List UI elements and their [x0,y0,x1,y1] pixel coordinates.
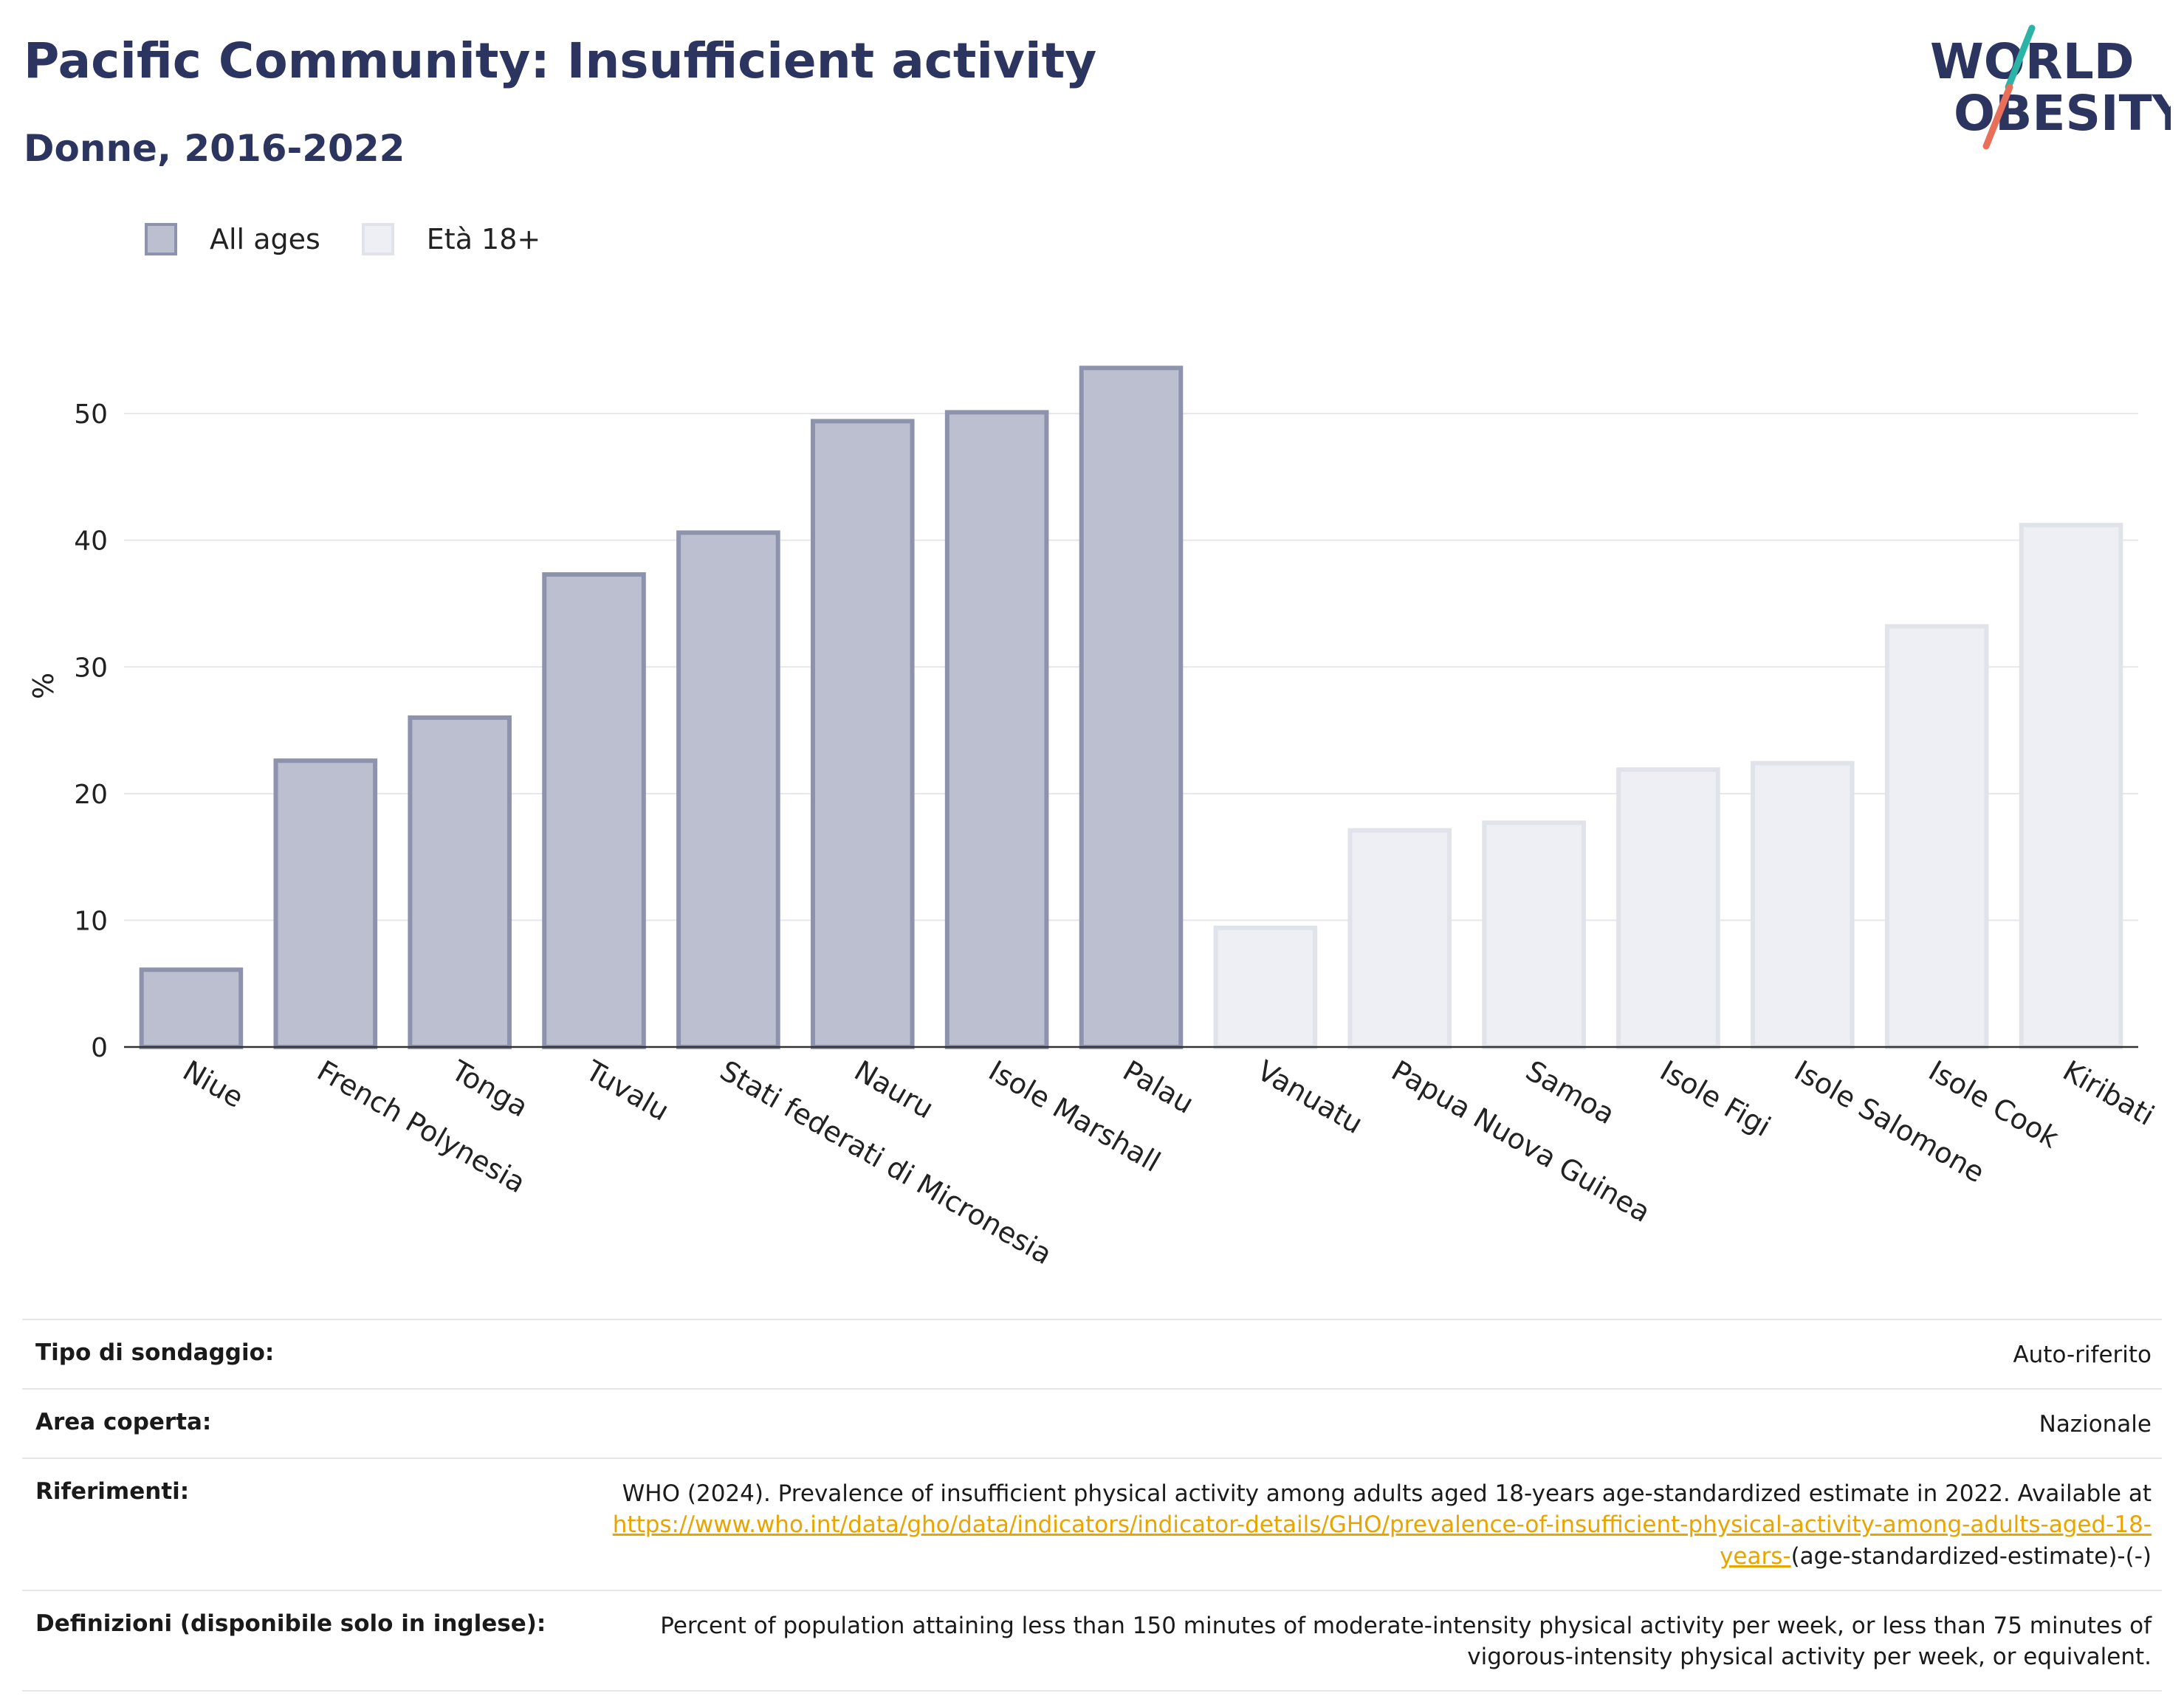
bar-all_ages[interactable]: Stati federati di Micronesia: 40.6 [676,530,780,1049]
info-value: Nazionale [2039,1411,2152,1438]
chart-title: Pacific Community: Insufficient activity [24,32,1097,89]
info-row-definitions: Definizioni (disponibile solo in inglese… [22,1589,2162,1692]
x-tick-label: Samoa [1520,1054,1620,1131]
legend-item-all-ages[interactable]: All ages [145,223,320,255]
x-tick-label: Palau [1118,1054,1200,1120]
bar-all_ages[interactable]: French Polynesia: 22.6 [273,758,378,1049]
legend-label-age18: Età 18+ [426,223,541,255]
bar-all_ages[interactable]: Tonga: 26 [408,715,512,1049]
bar-age18[interactable]: Papua Nuova Guinea: 17.1 [1347,828,1452,1049]
x-tick-label: Niue [177,1054,249,1114]
bar-age18[interactable]: Isole Salomone: 22.4 [1751,761,1855,1049]
x-tick-label: Vanuatu [1251,1054,1368,1140]
x-tick-label: Nauru [849,1054,939,1125]
y-axis-label: % [27,673,60,699]
chart-subtitle: Donne, 2016-2022 [24,127,405,170]
bar-all_ages[interactable]: Palau: 53.6 [1079,365,1184,1049]
reference-text: WHO (2024). Prevalence of insufficient p… [622,1480,2152,1508]
reference-suffix: (age-standardized-estimate)-(-) [1790,1542,2152,1570]
bar-age18[interactable]: Isole Cook: 33.2 [1884,624,1989,1049]
logo-line2: OBESITY [1954,85,2171,142]
bar-all_ages[interactable]: Niue: 6.1 [139,967,244,1050]
info-row-references: Riferimenti: WHO (2024). Prevalence of i… [22,1458,2162,1589]
x-tick-label: Kiribati [2058,1054,2160,1132]
world-obesity-logo: WORLD OBESITY [1930,24,2171,150]
logo-line1: WORLD [1930,33,2135,90]
info-value: WHO (2024). Prevalence of insufficient p… [571,1478,2152,1571]
reference-link[interactable]: https://www.who.int/data/gho/data/indica… [612,1511,2152,1570]
bar-age18[interactable]: Kiribati: 41.2 [2019,523,2123,1049]
y-tick-label: 30 [74,653,108,683]
info-row-area: Area coperta: Nazionale [22,1388,2162,1458]
info-key: Area coperta: [35,1409,212,1436]
info-key: Riferimenti: [35,1478,190,1506]
info-table: Tipo di sondaggio: Auto-riferito Area co… [22,1319,2162,1692]
info-key: Definizioni (disponibile solo in inglese… [35,1610,546,1637]
legend-swatch-all-ages [145,223,177,255]
info-row-survey-type: Tipo di sondaggio: Auto-riferito [22,1319,2162,1388]
y-tick-label: 20 [74,780,108,810]
y-tick-label: 10 [74,906,108,936]
legend-swatch-age18 [361,223,394,255]
bar-all_ages[interactable]: Nauru: 49.4 [810,419,915,1049]
logo-slash-teal [2005,24,2036,91]
info-value: Auto-riferito [2013,1342,2152,1368]
info-key: Tipo di sondaggio: [35,1339,275,1366]
legend-item-age18[interactable]: Età 18+ [361,223,541,255]
bar-all_ages[interactable]: Isole Marshall: 50.1 [944,410,1049,1050]
bar-age18[interactable]: Samoa: 17.7 [1482,820,1586,1049]
bar-age18[interactable]: Isole Figi: 21.9 [1616,767,1720,1050]
bar-all_ages[interactable]: Tuvalu: 37.3 [542,572,646,1050]
bar-age18[interactable]: Vanuatu: 9.4 [1213,925,1318,1049]
info-value: Percent of population attaining less tha… [660,1612,2152,1670]
x-tick-label: Tonga [445,1054,533,1123]
legend-label-all-ages: All ages [210,223,320,255]
y-tick-label: 50 [74,399,108,430]
chart-legend: All ages Età 18+ [145,219,582,260]
bar-chart: 0 10 20 30 40 50% Niue: 6.1 French Polynesia: 2… [27,365,2160,1271]
logo-slash-coral [1982,83,2013,150]
y-tick-label: 40 [74,526,108,557]
x-tick-label: Tuvalu [580,1054,674,1127]
y-tick-label: 0 [91,1033,108,1063]
x-tick-label: Isole Figi [1655,1054,1776,1143]
